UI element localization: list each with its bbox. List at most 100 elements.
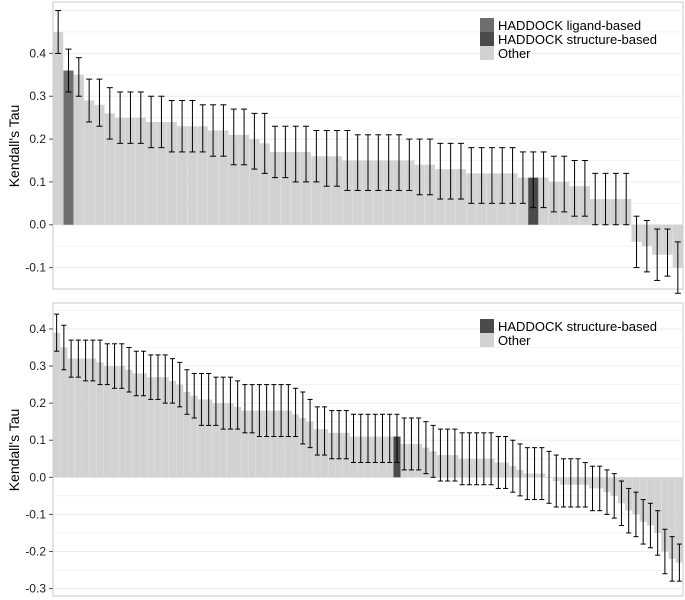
error-bar — [503, 436, 509, 489]
error-bar — [457, 142, 464, 200]
error-bar — [334, 130, 341, 187]
y-tick-label: 0.3 — [29, 359, 46, 373]
bar-other — [263, 410, 271, 478]
error-bar — [344, 130, 351, 191]
bar-other — [205, 399, 213, 478]
bar-other — [161, 377, 169, 478]
error-bar — [307, 398, 313, 449]
error-bar — [406, 138, 413, 191]
error-bar — [90, 339, 96, 382]
top-legend: HADDOCK ligand-based HADDOCK structure-b… — [480, 18, 657, 61]
error-bar — [611, 473, 617, 519]
error-bar — [354, 134, 361, 191]
error-bar — [220, 104, 227, 157]
error-bar — [532, 447, 538, 501]
legend-label-ligand: HADDOCK ligand-based — [498, 18, 641, 33]
bottom-y-axis-title: Kendall's Tau — [6, 409, 22, 492]
error-bar — [162, 354, 168, 404]
error-bar — [602, 172, 609, 226]
bar-other — [125, 117, 136, 225]
error-bar — [127, 91, 134, 144]
error-bar — [169, 358, 176, 404]
bar-other — [118, 366, 126, 478]
error-bar — [126, 347, 132, 393]
error-bar — [612, 172, 619, 226]
error-bar — [199, 104, 206, 153]
error-bar — [488, 147, 495, 204]
bar-other — [646, 477, 654, 526]
error-bar — [561, 155, 568, 213]
error-bar — [401, 417, 407, 471]
error-bar — [633, 491, 639, 538]
legend-label-other: Other — [498, 46, 531, 61]
error-bar — [452, 428, 458, 482]
bar-other — [74, 358, 82, 478]
error-bar — [553, 454, 559, 508]
bar-other — [125, 369, 133, 478]
error-bar — [278, 384, 284, 438]
error-bar — [177, 361, 183, 408]
error-bar — [664, 228, 671, 277]
error-bar — [323, 130, 330, 187]
legend-swatch-other — [480, 46, 494, 60]
error-bar — [282, 125, 289, 179]
error-bar — [230, 108, 237, 166]
error-bar — [189, 100, 196, 153]
error-bar — [75, 339, 81, 378]
error-bar — [106, 87, 113, 140]
bar-other — [187, 126, 198, 225]
error-bar — [336, 410, 342, 460]
error-bar — [510, 439, 516, 493]
error-bar — [155, 354, 161, 400]
bar-other — [190, 395, 198, 478]
error-bar — [669, 536, 675, 582]
error-bar — [560, 458, 567, 508]
bar-other — [300, 151, 312, 225]
error-bar — [597, 465, 603, 512]
bar-other — [290, 151, 301, 225]
error-bar — [582, 461, 588, 508]
bar-other — [284, 410, 292, 478]
y-tick-label: -0.2 — [25, 544, 46, 558]
bar-other — [362, 160, 374, 225]
bar-other — [82, 358, 90, 478]
error-bar — [235, 380, 241, 430]
bar-other — [675, 477, 683, 563]
bar-other — [166, 121, 177, 225]
error-bar — [571, 159, 578, 217]
error-bar — [592, 172, 599, 226]
error-bar — [251, 112, 258, 170]
legend-label-structure: HADDOCK structure-based — [498, 319, 657, 334]
error-bar — [416, 138, 423, 196]
error-bar — [365, 413, 371, 463]
error-bar — [662, 528, 668, 575]
bar-other — [277, 410, 285, 478]
bottom-panel: -0.3 -0.2 -0.1 0.0 0.1 0.2 0.3 0.4 Kendall's Ta… — [6, 302, 684, 597]
bar-other — [154, 377, 162, 478]
top-panel-frame — [52, 1, 684, 290]
bar-other — [270, 410, 278, 478]
bar-other — [132, 373, 140, 478]
error-bar — [322, 406, 328, 456]
bar-other — [404, 160, 415, 225]
error-bar — [626, 487, 632, 534]
bar-other — [321, 156, 332, 225]
y-tick-label: 0.2 — [29, 396, 46, 410]
bar-other — [239, 134, 250, 225]
error-bar — [210, 104, 217, 157]
bar-other — [111, 366, 119, 478]
error-bar — [676, 543, 682, 582]
error-bar — [191, 372, 197, 419]
error-bar — [640, 499, 646, 545]
error-bar — [68, 339, 74, 378]
bar-other — [248, 410, 256, 478]
error-bar — [647, 502, 653, 549]
bar-other — [89, 358, 97, 478]
error-bar — [604, 469, 610, 515]
error-bar — [241, 108, 248, 166]
bar-other — [104, 113, 115, 225]
error-bar — [261, 112, 268, 174]
error-bar — [271, 384, 277, 438]
bar-other — [208, 130, 219, 225]
error-bar — [343, 410, 349, 460]
